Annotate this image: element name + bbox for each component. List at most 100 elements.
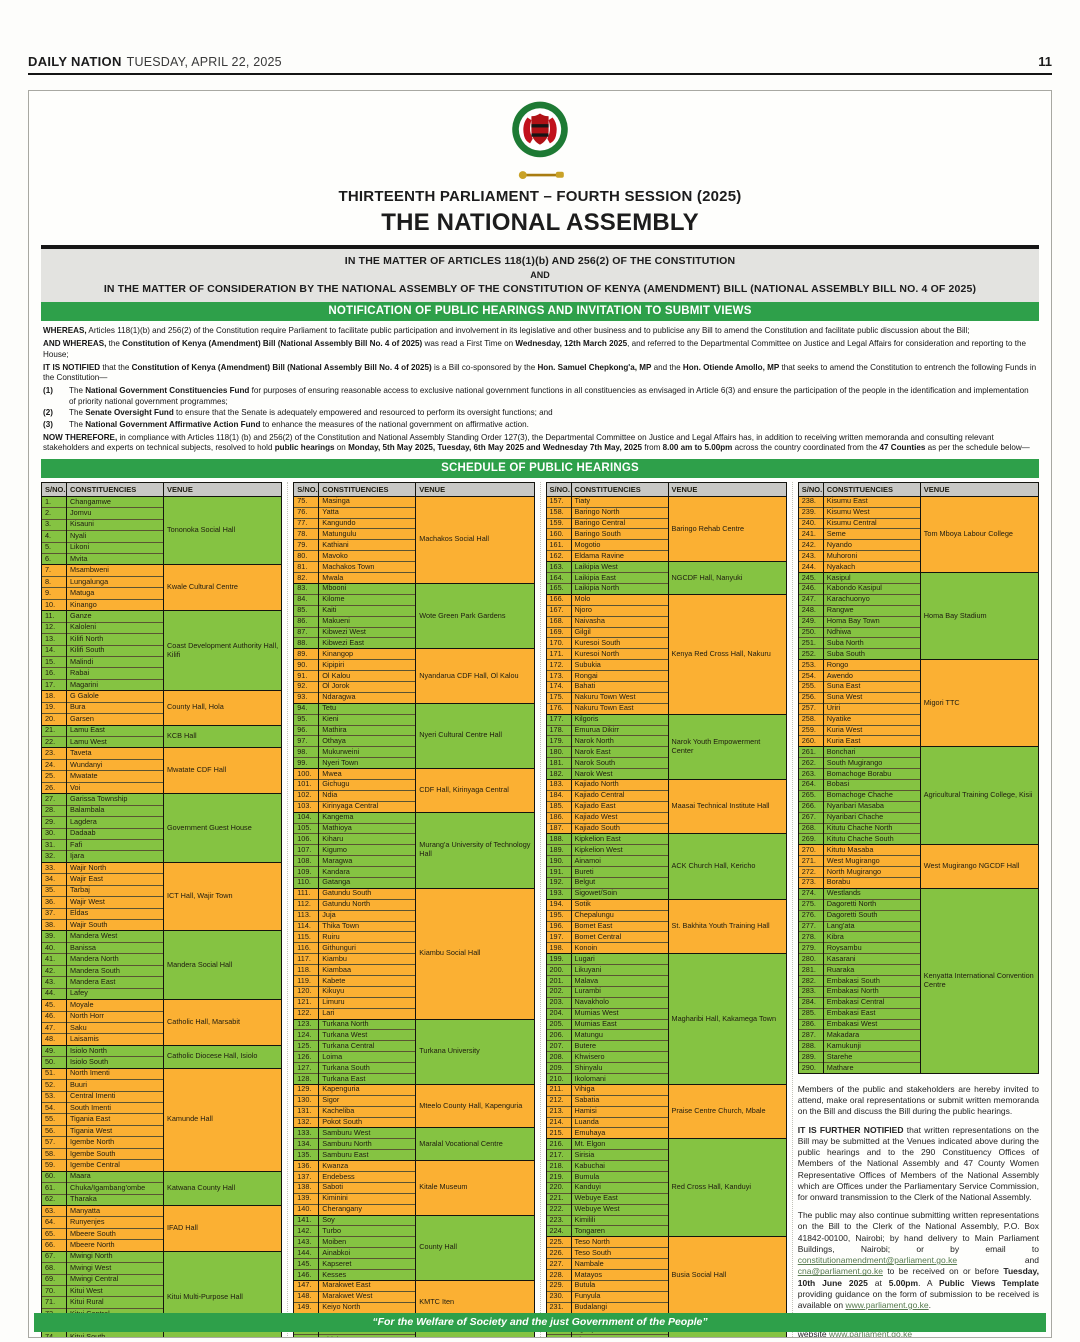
constituency-name: Laikipia West <box>570 561 669 573</box>
constituency-name: Buuri <box>66 1079 164 1092</box>
constituency-name: Kipkelion West <box>570 844 669 856</box>
serial-number: 17. <box>41 678 67 691</box>
table-row: 240. Kisumu Central <box>797 517 1038 529</box>
venue-cell: Coast Development Authority Hall, Kilifi <box>162 610 283 692</box>
venue-cell: Maasai Technical Institute Hall <box>667 778 787 835</box>
table-row: 227. Nambale <box>545 1258 786 1270</box>
constituency-name: Suba North <box>822 637 921 649</box>
constituency-name: Homa Bay Town <box>822 615 921 627</box>
table-row: 162. Eldama Ravine <box>545 550 786 562</box>
table-row: 31. Fafi <box>41 838 282 851</box>
serial-number: 59. <box>41 1159 67 1172</box>
serial-number: 265. <box>797 789 824 802</box>
serial-number: 52. <box>41 1079 67 1092</box>
constituency-name: Eldas <box>66 907 164 920</box>
item-number: (3) <box>43 419 53 429</box>
serial-number: 148. <box>293 1290 320 1303</box>
serial-number: 134. <box>293 1138 320 1150</box>
serial-number: 281. <box>797 964 824 976</box>
serial-number: 114. <box>293 920 320 932</box>
serial-number: 82. <box>293 572 320 584</box>
constituency-name: Rangwe <box>822 604 921 617</box>
venue-cell: Homa Bay Stadium <box>919 572 1040 661</box>
constituency-name: Mvita <box>66 552 164 565</box>
serial-number: 76. <box>293 506 320 519</box>
constituency-name: Marakwet West <box>318 1290 417 1303</box>
constituency-name: Suba South <box>822 648 921 660</box>
table-row: 101. Gichugu <box>293 778 534 791</box>
table-row: 271. West Mugirango <box>797 855 1038 867</box>
constituency-name: Kiharu <box>318 833 417 845</box>
table-row: 5. Likoni <box>41 541 282 554</box>
serial-number: 191. <box>545 866 572 878</box>
serial-number: 174. <box>545 680 572 693</box>
constituency-name: Uriri <box>822 702 921 715</box>
table-row: 252. Suba South <box>797 648 1038 660</box>
constituency-name: Laisamis <box>66 1033 164 1046</box>
link[interactable]: www.parliament.go.ke <box>828 1329 913 1338</box>
table-row: 161. Mogotio <box>545 539 786 551</box>
serial-number: 227. <box>545 1258 572 1270</box>
table-row: 59. Igembe Central <box>41 1159 282 1172</box>
serial-number: 193. <box>545 887 572 900</box>
constituency-name: Nakuru Town East <box>570 702 669 715</box>
table-row: 90. Kipipiri <box>293 659 534 671</box>
table-row: 105. Mathioya <box>293 822 534 834</box>
constituency-name: Wajir East <box>66 873 164 886</box>
serial-number: 44. <box>41 987 67 1000</box>
table-row: 56. Tigania West <box>41 1124 282 1137</box>
serial-number: 33. <box>41 861 67 874</box>
constituency-name: Shinyalu <box>570 1062 669 1074</box>
masthead: DAILY NATION TUESDAY, APRIL 22, 2025 11 <box>28 54 1052 75</box>
table-row: 14. Kilifi South <box>41 644 282 657</box>
serial-number: 49. <box>41 1044 67 1057</box>
constituency-name: Tiaty <box>570 495 669 508</box>
serial-number: 104. <box>293 811 320 824</box>
constituency-name: Kilifi South <box>66 644 164 657</box>
table-row: 207. Butere <box>545 1040 786 1052</box>
constituency-name: Wajir West <box>66 896 164 909</box>
hearings-table: S/NO. CONSTITUENCIES VENUE 1. Changamwe Tonon… <box>41 481 283 1337</box>
serial-number: 220. <box>545 1181 572 1194</box>
table-row: 41. Mandera North <box>41 953 282 966</box>
serial-number: 288. <box>797 1040 824 1052</box>
serial-number: 182. <box>545 768 572 780</box>
serial-number: 287. <box>797 1029 824 1041</box>
notification-banner: NOTIFICATION OF PUBLIC HEARINGS AND INVI… <box>41 302 1039 321</box>
venue-cell: NGCDF Hall, Nanyuki <box>667 561 787 595</box>
link[interactable]: constitutionamendment@parliament.go.ke <box>797 1255 958 1266</box>
table-row: 266. Nyaribari Masaba <box>797 800 1038 813</box>
table-row: 228. Matayos <box>545 1269 786 1281</box>
constituency-name: Pokot South <box>318 1116 417 1128</box>
assembly-title: THE NATIONAL ASSEMBLY <box>381 209 699 236</box>
serial-number: 163. <box>545 561 572 573</box>
constituency-name: Samburu West <box>318 1127 417 1139</box>
link[interactable]: cna@parliament.go.ke <box>797 1266 883 1277</box>
table-row: 196. Bomet East <box>545 920 786 932</box>
venue-cell: Agricultural Training College, Kisii <box>919 746 1040 846</box>
serial-number: 55. <box>41 1113 67 1126</box>
table-row: 195. Chepalungu <box>545 909 786 922</box>
serial-number: 285. <box>797 1007 824 1020</box>
serial-number: 290. <box>797 1062 824 1074</box>
serial-number: 3. <box>41 518 67 531</box>
table-row: 263. Bomachoge Borabu <box>797 768 1038 780</box>
serial-number: 131. <box>293 1105 320 1118</box>
constituency-name: Maragwa <box>318 855 417 867</box>
link[interactable]: www.parliament.go.ke <box>845 1299 929 1310</box>
table-row: 97. Othaya <box>293 735 534 747</box>
serial-number: 254. <box>797 670 824 682</box>
serial-number: 276. <box>797 909 824 922</box>
serial-number: 159. <box>545 517 572 529</box>
table-row: 126. Loima <box>293 1051 534 1063</box>
serial-number: 99. <box>293 757 320 769</box>
venue-cell: Mteelo County Hall, Kapenguria <box>415 1083 535 1129</box>
table-row: 256. Suna West <box>797 691 1038 704</box>
table-row: 46. North Horr <box>41 1010 282 1023</box>
newspaper-name: DAILY NATION <box>28 54 122 69</box>
column-header: S/NO. <box>41 481 67 497</box>
serial-number: 243. <box>797 550 824 562</box>
table-row: 190. Ainamoi <box>545 855 786 867</box>
serial-number: 25. <box>41 770 67 783</box>
serial-number: 158. <box>545 506 572 519</box>
